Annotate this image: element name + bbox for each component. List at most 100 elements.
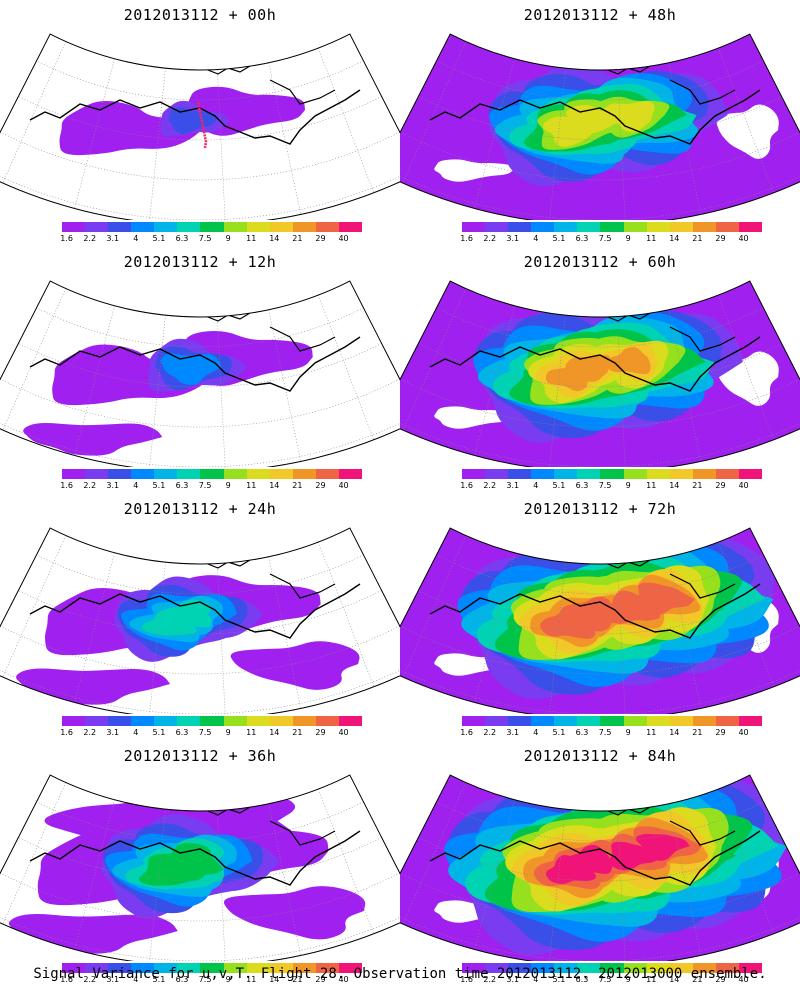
colorbar-swatch — [692, 716, 716, 726]
colorbar-swatch — [315, 222, 339, 232]
colorbar-tick-label: 3.1 — [506, 975, 520, 984]
variance-map — [0, 527, 400, 714]
colorbar-tick-label: 21 — [692, 975, 703, 984]
colorbar-tick-label: 5.1 — [152, 481, 166, 490]
colorbar-swatch — [623, 963, 647, 973]
colorbar-swatch — [669, 963, 693, 973]
colorbar-tick-label: 11 — [646, 975, 657, 984]
colorbar-swatch — [508, 469, 532, 479]
colorbar-swatch — [485, 716, 509, 726]
colorbar-tick-label: 1.6 — [460, 975, 473, 984]
colorbar-tick-label: 6.3 — [575, 234, 589, 243]
colorbar-swatch — [338, 963, 363, 973]
colorbar-swatch — [531, 963, 555, 973]
colorbar-tick-label: 4 — [533, 234, 539, 243]
colorbar-swatch — [738, 963, 763, 973]
colorbar-swatch — [108, 469, 132, 479]
colorbar-swatch — [108, 963, 132, 973]
colorbar-swatch — [200, 222, 224, 232]
colorbar-tick-label: 21 — [692, 234, 703, 243]
colorbar-swatch — [62, 469, 86, 479]
colorbar-swatch — [85, 222, 109, 232]
colorbar-tick-label: 14 — [269, 481, 280, 490]
colorbar-tick-label: 4 — [133, 975, 139, 984]
colorbar-swatch — [738, 716, 763, 726]
colorbar-swatch — [154, 469, 178, 479]
colorbar-swatch — [623, 469, 647, 479]
colorbar-tick-label: 14 — [669, 728, 680, 737]
colorbar-swatch — [692, 469, 716, 479]
colorbar-tick-label: 7.5 — [198, 728, 212, 737]
colorbar-swatch — [508, 716, 532, 726]
colorbar-swatch — [131, 963, 155, 973]
colorbar-tick-label: 14 — [669, 481, 680, 490]
colorbar-swatch — [246, 222, 270, 232]
colorbar-swatch — [600, 963, 624, 973]
colorbar-swatch — [623, 716, 647, 726]
panel-title: 2012013112 + 60h — [523, 253, 677, 271]
colorbar-tick-label: 5.1 — [152, 975, 166, 984]
panel-title: 2012013112 + 84h — [523, 747, 677, 765]
colorbar-swatch — [531, 469, 555, 479]
colorbar-swatch — [554, 716, 578, 726]
colorbar-swatch — [577, 963, 601, 973]
colorbar-swatch — [600, 469, 624, 479]
colorbar-tick-label: 1.6 — [460, 234, 473, 243]
colorbar-tick-label: 9 — [625, 481, 631, 490]
map-panel: 2012013112 + 48h 1.6 2.2 3.1 4 5.1 6.3 7.5 9 11 14… — [400, 0, 800, 247]
colorbar-swatch — [131, 222, 155, 232]
colorbar — [462, 716, 763, 726]
colorbar-tick-label: 2.2 — [83, 481, 97, 490]
colorbar-tick-label: 2.2 — [483, 975, 497, 984]
colorbar-tick-label: 2.2 — [483, 234, 497, 243]
map-panel: 2012013112 + 00h 1.6 2.2 3.1 4 5.1 6.3 7.5 9 11 14… — [0, 0, 400, 247]
colorbar — [62, 963, 363, 973]
colorbar-tick-label: 11 — [646, 234, 657, 243]
colorbar-tick-label: 7.5 — [598, 728, 612, 737]
colorbar-tick-label: 3.1 — [106, 728, 120, 737]
colorbar-swatch — [177, 469, 201, 479]
colorbar-tick-label: 14 — [269, 234, 280, 243]
colorbar-swatch — [246, 469, 270, 479]
colorbar-tick-label: 14 — [669, 234, 680, 243]
colorbar-tick-label: 4 — [533, 975, 539, 984]
colorbar-tick-label: 40 — [738, 234, 749, 243]
map-panel: 2012013112 + 24h 1.6 2.2 3.1 4 5.1 6.3 7.5 9 11 14… — [0, 494, 400, 741]
colorbar-swatch — [315, 716, 339, 726]
colorbar-swatch — [623, 222, 647, 232]
panel-title: 2012013112 + 48h — [523, 6, 677, 24]
colorbar-tick-label: 6.3 — [175, 481, 189, 490]
variance-map — [0, 774, 400, 961]
colorbar-tick-label: 11 — [646, 481, 657, 490]
colorbar-labels: 1.6 2.2 3.1 4 5.1 6.3 7.5 9 11 14 21 29 40 — [460, 975, 762, 985]
colorbar-tick-label: 6.3 — [575, 728, 589, 737]
colorbar-labels: 1.6 2.2 3.1 4 5.1 6.3 7.5 9 11 14 21 29 40 — [60, 975, 362, 985]
colorbar-tick-label: 7.5 — [198, 975, 212, 984]
colorbar-tick-label: 1.6 — [60, 728, 73, 737]
colorbar-tick-label: 2.2 — [483, 481, 497, 490]
colorbar-tick-label: 2.2 — [83, 728, 97, 737]
colorbar — [62, 469, 363, 479]
colorbar-tick-label: 3.1 — [506, 481, 520, 490]
variance-map — [400, 33, 800, 220]
colorbar-tick-label: 9 — [225, 234, 231, 243]
colorbar-tick-label: 6.3 — [175, 975, 189, 984]
colorbar-swatch — [485, 222, 509, 232]
colorbar-swatch — [131, 469, 155, 479]
variance-map — [0, 33, 400, 220]
colorbar-swatch — [462, 469, 486, 479]
colorbar-swatch — [338, 222, 363, 232]
colorbar-tick-label: 9 — [625, 975, 631, 984]
colorbar-tick-label: 40 — [738, 481, 749, 490]
colorbar-tick-label: 29 — [715, 975, 726, 984]
colorbar-swatch — [531, 716, 555, 726]
colorbar-tick-label: 21 — [692, 481, 703, 490]
colorbar-tick-label: 5.1 — [552, 975, 566, 984]
colorbar-swatch — [177, 222, 201, 232]
colorbar-swatch — [108, 716, 132, 726]
variance-map — [0, 280, 400, 467]
colorbar-tick-label: 4 — [533, 728, 539, 737]
colorbar-tick-label: 6.3 — [575, 975, 589, 984]
colorbar-tick-label: 14 — [269, 975, 280, 984]
colorbar-tick-label: 5.1 — [552, 728, 566, 737]
